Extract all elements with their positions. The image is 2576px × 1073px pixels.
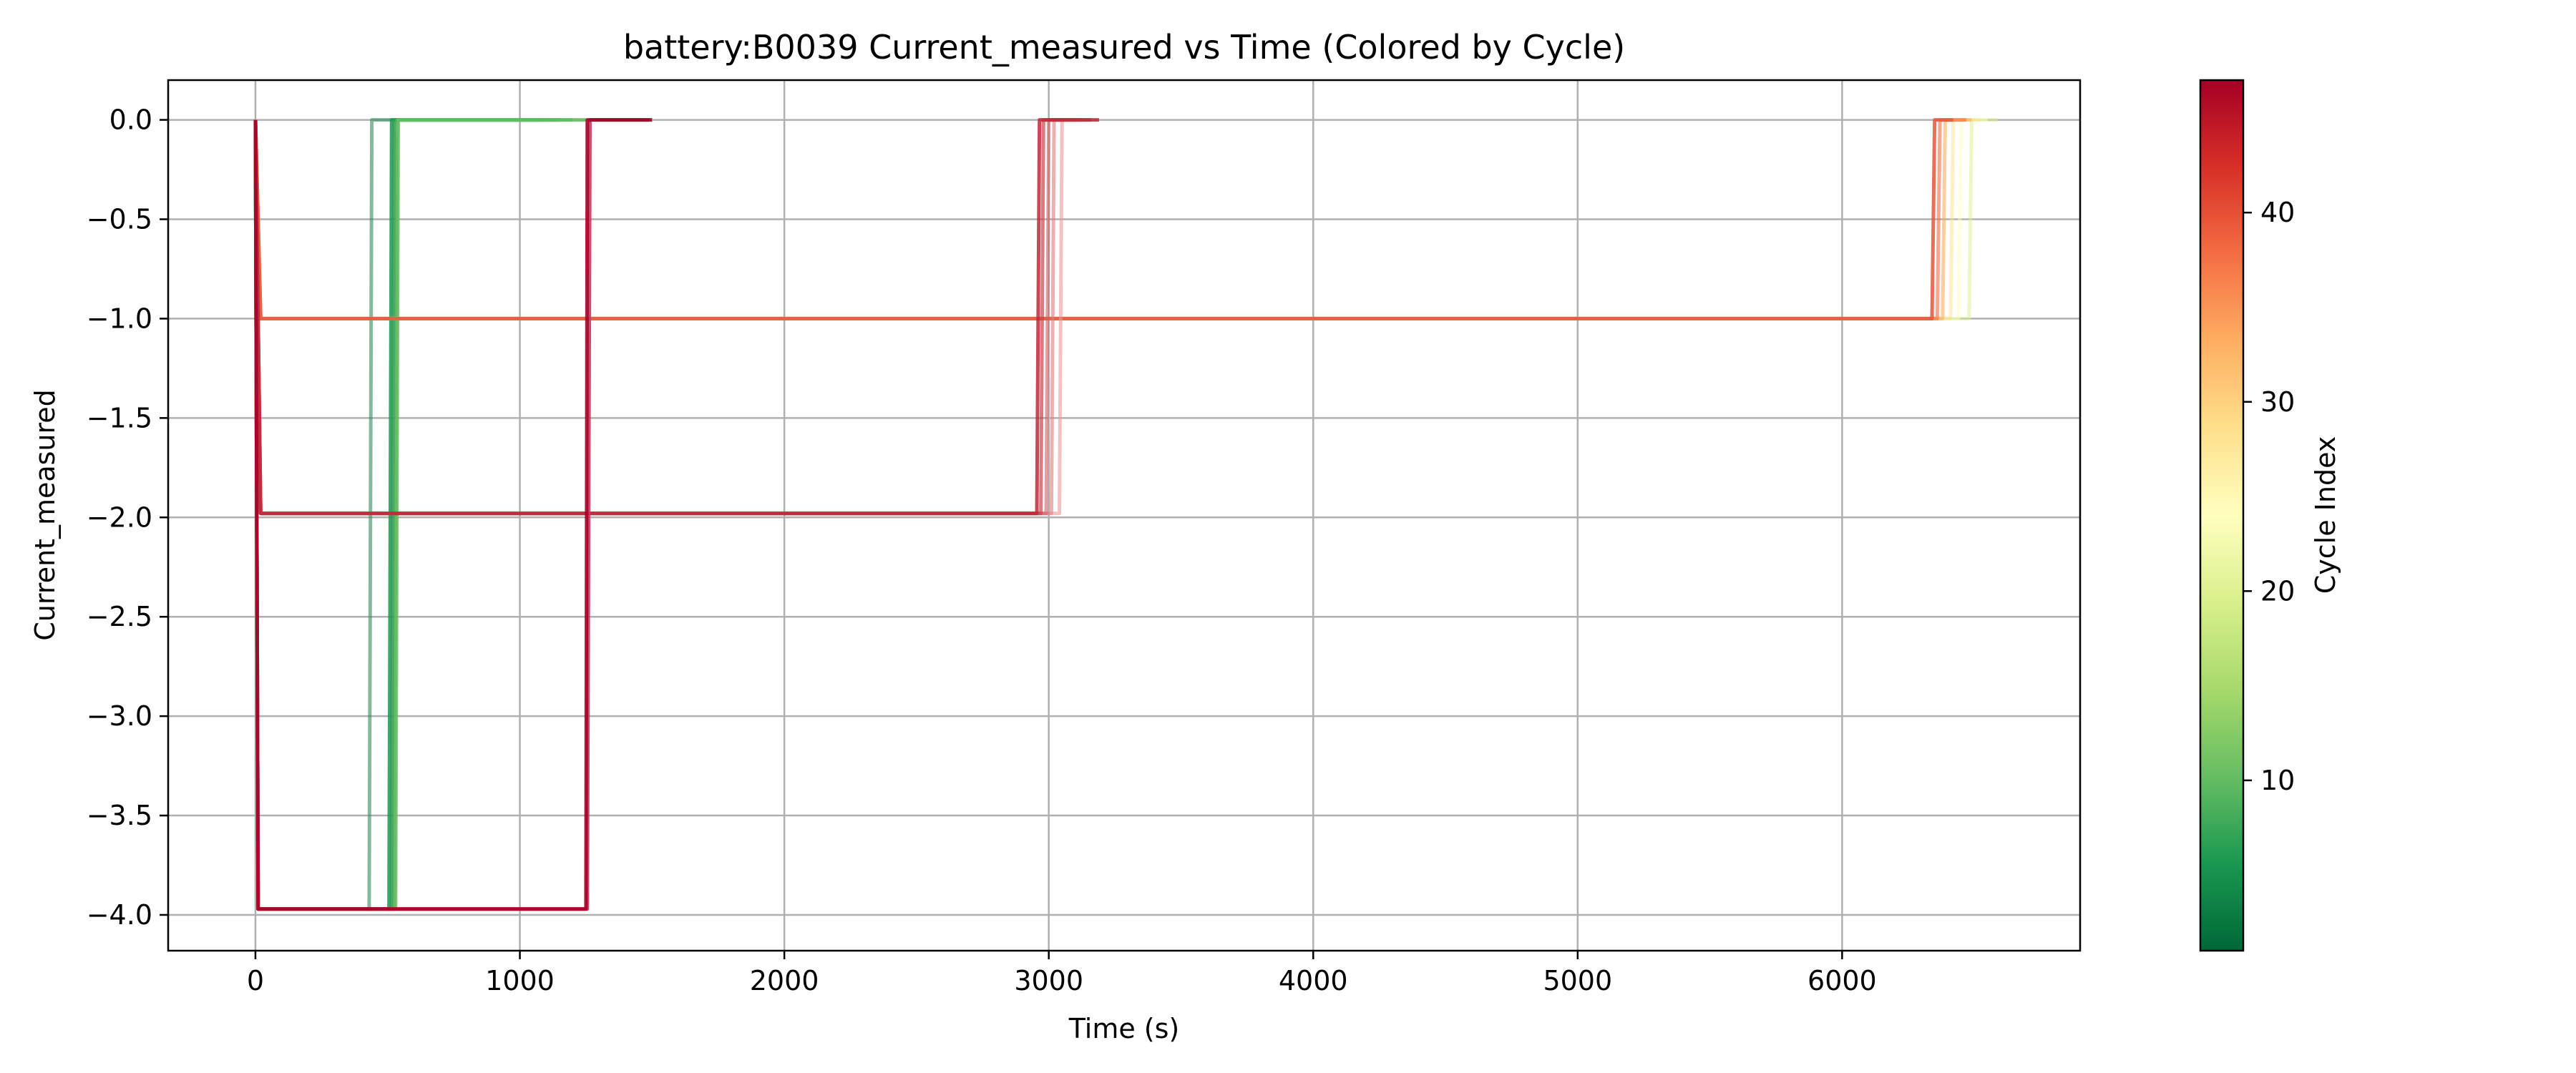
plot-frame (167, 79, 2082, 952)
series-line-cycle-45 (253, 118, 1099, 516)
x-tick-label: 2000 (750, 965, 819, 996)
y-axis-ticks: 0.0 −0.5 −1.0 −1.5 −2.0 −2.5 −3.0 −3.5 −4.0 (87, 104, 168, 931)
colorbar-tick-label: 20 (2260, 575, 2295, 607)
x-tick-label: 4000 (1279, 965, 1348, 996)
x-tick-label: 6000 (1807, 965, 1877, 996)
y-tick-label: −2.0 (87, 501, 152, 533)
y-tick-label: 0.0 (109, 104, 152, 136)
x-tick-label: 5000 (1543, 965, 1612, 996)
colorbar (2199, 79, 2245, 952)
series-line-cycle-42 (253, 118, 1075, 516)
series-line-cycle-41 (253, 118, 1073, 516)
x-tick-label: 1000 (485, 965, 555, 996)
y-axis-label: Current_measured (29, 389, 61, 641)
x-tick-label: 3000 (1014, 965, 1083, 996)
grid (168, 80, 2080, 951)
x-tick-label: 0 (247, 965, 264, 996)
colorbar-tick-label: 10 (2260, 765, 2295, 796)
y-tick-label: −2.5 (87, 601, 152, 632)
colorbar-label: Cycle Index (2310, 436, 2341, 594)
series-line-cycle-47 (253, 118, 653, 911)
y-tick-label: −1.0 (87, 303, 152, 334)
y-tick-label: −0.5 (87, 203, 152, 235)
x-axis-ticks: 0 1000 2000 3000 4000 5000 6000 (247, 951, 1877, 996)
x-axis-label: Time (s) (1068, 1013, 1180, 1044)
y-tick-label: −1.5 (87, 402, 152, 433)
series-line-cycle-43 (253, 118, 1083, 516)
colorbar-tick-label: 30 (2260, 386, 2295, 418)
y-tick-label: −4.0 (87, 899, 152, 931)
colorbar-tick-label: 40 (2260, 197, 2295, 228)
y-tick-label: −3.0 (87, 700, 152, 732)
colorbar-ticks: 10 20 30 40 (2243, 197, 2295, 796)
series-line-cycle-44 (253, 118, 1091, 516)
series-group (253, 118, 1999, 911)
chart-title: battery:B0039 Current_measured vs Time (… (623, 28, 1625, 67)
y-tick-label: −3.5 (87, 800, 152, 831)
